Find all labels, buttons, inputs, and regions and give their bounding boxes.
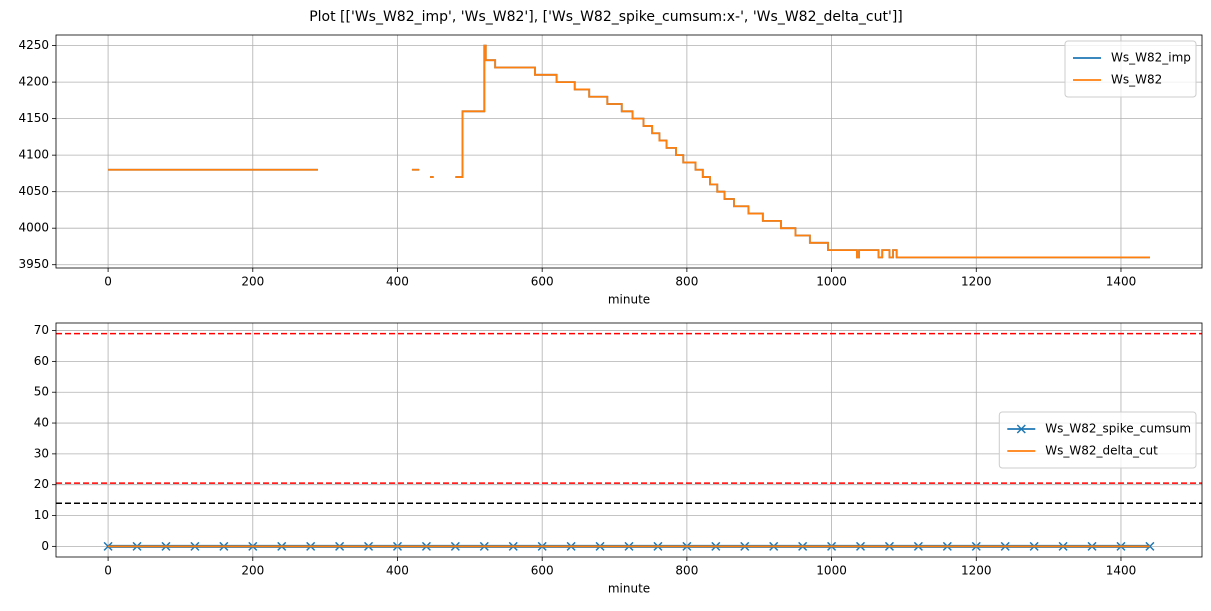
y-tick-label: 4000 (18, 221, 49, 235)
x-tick-label: 0 (104, 564, 112, 578)
series-line (108, 44, 1150, 259)
y-tick-label: 10 (34, 508, 49, 522)
x-axis-label: minute (608, 293, 650, 307)
x-tick-label: 400 (386, 564, 409, 578)
y-tick-label: 4050 (18, 184, 49, 198)
legend-box (998, 411, 1197, 469)
legend-marker (1016, 424, 1026, 434)
y-tick-label: 0 (41, 539, 49, 553)
x-tick-label: 1400 (1106, 564, 1137, 578)
y-tick-label: 40 (34, 416, 49, 430)
y-tick-label: 4150 (18, 111, 49, 125)
legend-box (1064, 40, 1197, 98)
plot-area (108, 44, 1150, 259)
x-tick-label: 1200 (961, 564, 992, 578)
x-tick-label: 200 (241, 275, 264, 289)
y-tick-label: 20 (34, 477, 49, 491)
y-tick-label: 30 (34, 446, 49, 460)
figure-title: Plot [['Ws_W82_imp', 'Ws_W82'], ['Ws_W82… (309, 9, 903, 25)
x-tick-label: 800 (675, 564, 698, 578)
y-tick-label: 70 (34, 323, 49, 337)
plot-area (56, 332, 1202, 551)
y-tick-label: 3950 (18, 257, 49, 271)
x-tick-label: 1000 (816, 275, 847, 289)
x-axis-label: minute (608, 582, 650, 596)
y-tick-label: 50 (34, 385, 49, 399)
y-tick-label: 4200 (18, 75, 49, 89)
y-tick-label: 4100 (18, 148, 49, 162)
y-tick-label: 4250 (18, 38, 49, 52)
legend-label: Ws_W82_spike_cumsum (1045, 422, 1191, 436)
legend-label: Ws_W82 (1111, 73, 1162, 87)
y-tick-label: 60 (34, 354, 49, 368)
x-tick-label: 400 (386, 275, 409, 289)
x-tick-label: 800 (675, 275, 698, 289)
x-tick-label: 0 (104, 275, 112, 289)
axes-frame (55, 322, 1203, 558)
x-tick-label: 200 (241, 564, 264, 578)
x-tick-label: 1200 (961, 275, 992, 289)
x-tick-label: 1400 (1106, 275, 1137, 289)
legend-label: Ws_W82_imp (1111, 51, 1191, 65)
x-tick-label: 600 (531, 275, 554, 289)
legend-label: Ws_W82_delta_cut (1045, 444, 1158, 458)
axes-frame (55, 34, 1203, 269)
x-tick-label: 1000 (816, 564, 847, 578)
x-tick-label: 600 (531, 564, 554, 578)
